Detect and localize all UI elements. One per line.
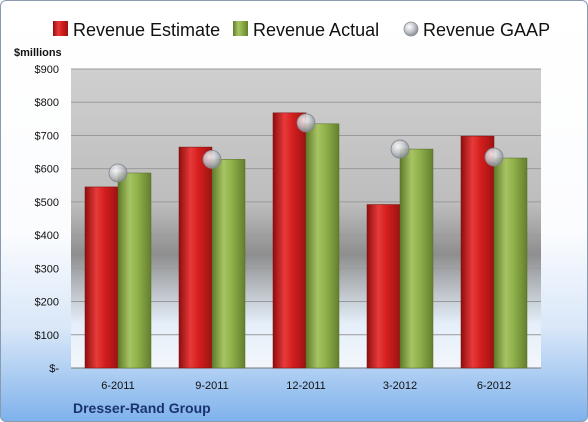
bar-revenue-actual: [493, 157, 528, 369]
legend-label: Revenue GAAP: [423, 20, 550, 40]
x-tick-label: 12-2011: [286, 380, 326, 392]
x-tick-label: 6-2011: [101, 380, 134, 392]
legend-label: Revenue Estimate: [73, 20, 220, 40]
marker-revenue-gaap: [296, 113, 316, 133]
y-axis-ticks: $- $100 $200 $300 $400 $500 $600 $700 $800 $900: [35, 64, 60, 375]
y-tick-label: $600: [35, 164, 59, 176]
x-tick-label: 9-2011: [195, 380, 228, 392]
bars: [84, 112, 528, 369]
legend: Revenue Estimate Revenue Actual Revenue GA…: [53, 20, 550, 40]
bar-revenue-estimate: [366, 204, 401, 369]
legend-swatch-estimate: [53, 21, 68, 36]
y-axis-unit-label: $millions: [14, 47, 62, 59]
legend-swatch-actual: [233, 21, 248, 36]
bar-revenue-estimate: [84, 186, 119, 369]
y-tick-label: $800: [35, 97, 59, 109]
bar-revenue-estimate: [460, 135, 495, 369]
bar-revenue-actual: [305, 123, 340, 369]
bar-revenue-estimate: [272, 112, 307, 369]
company-name: Dresser-Rand Group: [73, 400, 211, 416]
y-tick-label: $500: [35, 197, 59, 209]
bar-revenue-estimate: [178, 146, 213, 369]
marker-revenue-gaap: [390, 139, 410, 159]
bar-revenue-actual: [117, 172, 152, 369]
gaap-markers: [108, 113, 504, 183]
y-tick-label: $300: [35, 263, 59, 275]
bar-revenue-actual: [211, 159, 246, 369]
bar-revenue-actual: [399, 148, 434, 369]
legend-swatch-gaap: [403, 21, 419, 37]
marker-revenue-gaap: [108, 163, 128, 183]
y-tick-label: $-: [49, 363, 59, 375]
marker-revenue-gaap: [202, 149, 222, 169]
y-tick-label: $400: [35, 230, 59, 242]
marker-revenue-gaap: [484, 147, 504, 167]
y-tick-label: $100: [35, 330, 59, 342]
y-tick-label: $700: [35, 130, 59, 142]
legend-label: Revenue Actual: [253, 20, 379, 40]
y-tick-label: $900: [35, 64, 59, 76]
x-tick-label: 6-2012: [477, 380, 511, 392]
x-axis-ticks: 6-2011 9-2011 12-2011 3-2012 6-2012: [101, 380, 511, 392]
y-tick-label: $200: [35, 297, 59, 309]
x-tick-label: 3-2012: [383, 380, 417, 392]
